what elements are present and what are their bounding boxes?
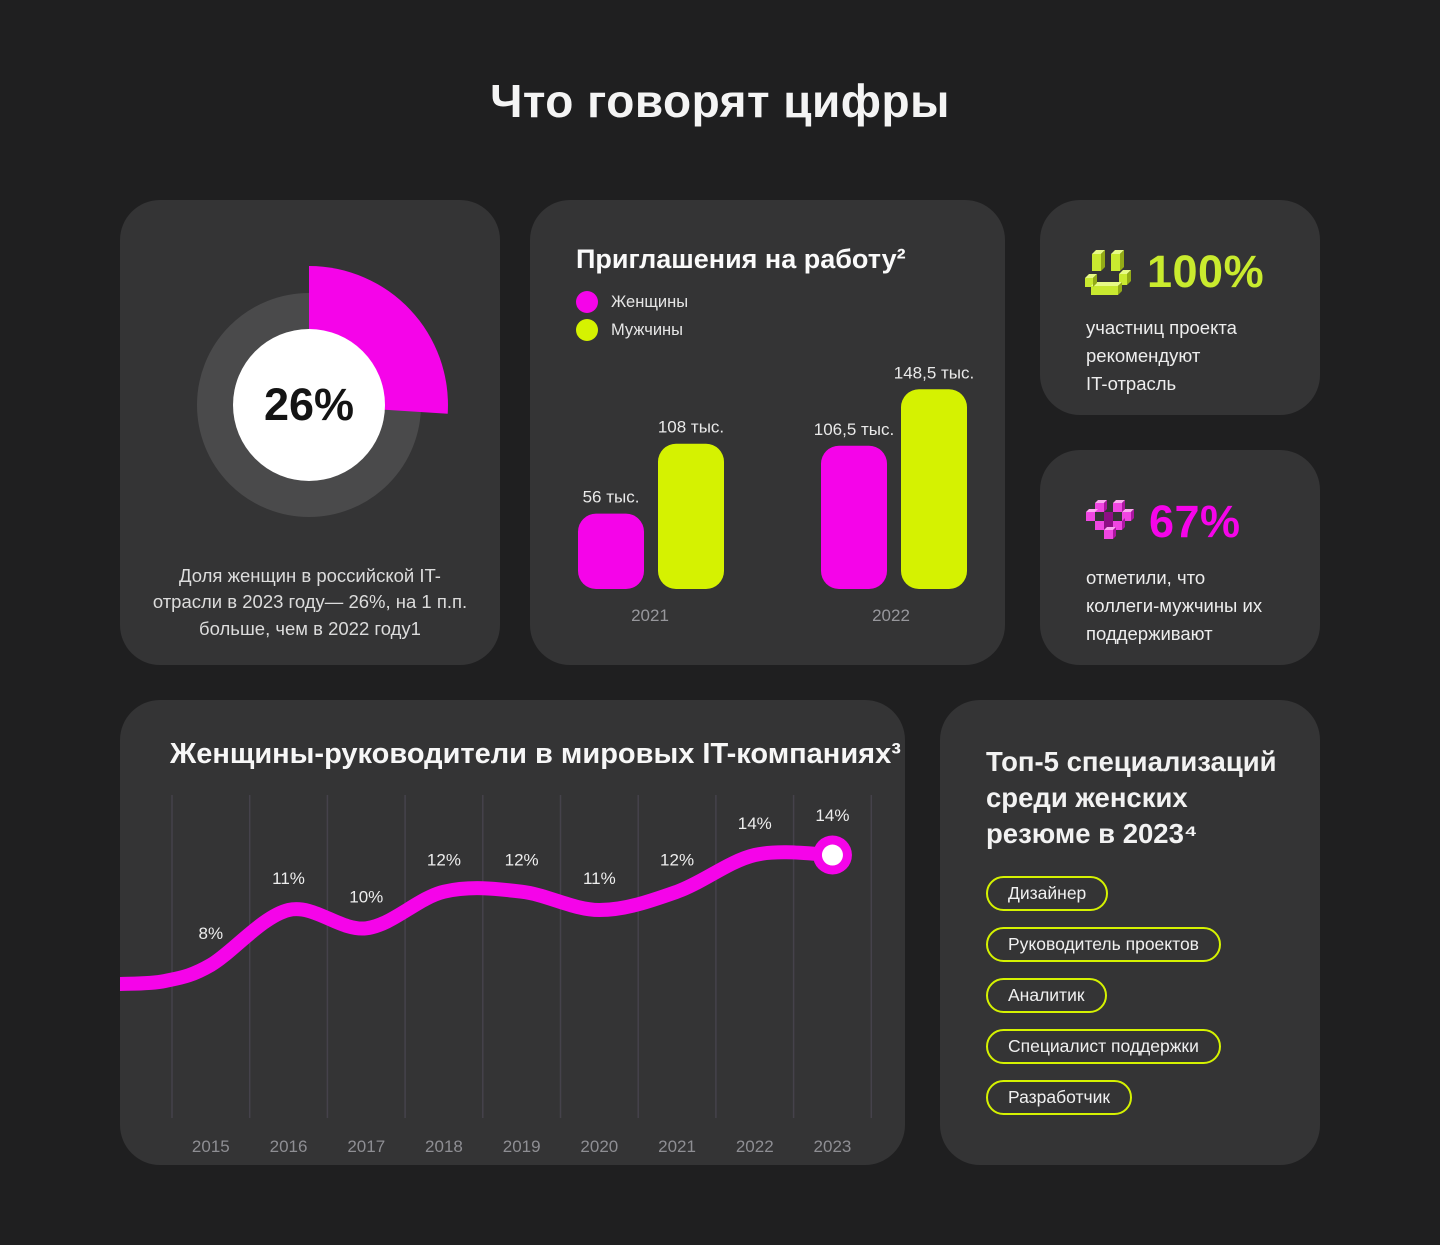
- invites-bar-chart: 56 тыс. 106,5 тыс. 108 тыс. 148,5 тыс. 2021 2…: [578, 363, 975, 625]
- text-line: резюме в 2023⁴: [986, 818, 1198, 849]
- svg-text:12%: 12%: [505, 851, 539, 870]
- specializations-list: Дизайнер Руководитель проектов Аналитик Спе…: [986, 876, 1221, 1115]
- svg-text:2023: 2023: [814, 1137, 852, 1156]
- text-line: Топ-5 специализаций: [986, 746, 1277, 777]
- stat-value-67: 67%: [1149, 496, 1241, 547]
- text-line: поддерживают: [1086, 623, 1213, 645]
- invites-title: Приглашения на работу²: [576, 244, 906, 274]
- svg-text:2018: 2018: [425, 1137, 463, 1156]
- text-line: рекомендуют: [1086, 345, 1201, 367]
- card-women-share: 26% Доля женщин в российской IT-отрасли …: [120, 200, 500, 665]
- svg-text:8%: 8%: [199, 924, 224, 943]
- svg-text:2015: 2015: [192, 1137, 230, 1156]
- leaders-line-chart: 8% 11% 10% 12% 12% 11% 12% 14% 14% 2015 2016 2017 20…: [120, 795, 873, 1156]
- text-line: отрасли в 2023 году— 26%, на 1 п.п.: [152, 591, 468, 613]
- top5-title: Топ-5 специализаций среди женских резюме в…: [986, 744, 1296, 852]
- page-title: Что говорят цифры: [490, 75, 950, 127]
- text-line: отметили, что: [1086, 567, 1206, 588]
- card-women-leaders: Женщины-руководители в мировых IT-компан…: [120, 700, 905, 1165]
- svg-text:11%: 11%: [272, 869, 305, 888]
- text-line: участниц проекта: [1086, 317, 1237, 338]
- pixel-smiley-icon: [1085, 250, 1131, 295]
- svg-text:56 тыс.: 56 тыс.: [583, 488, 640, 507]
- svg-text:2021: 2021: [658, 1137, 696, 1156]
- specialization-pill: Дизайнер: [986, 876, 1109, 911]
- svg-text:2022: 2022: [872, 606, 910, 625]
- text-line: IT-отрасль: [1086, 373, 1177, 395]
- text-line: Доля женщин в российской IT-: [179, 565, 441, 586]
- svg-text:2021: 2021: [631, 606, 669, 625]
- svg-text:2019: 2019: [503, 1137, 541, 1156]
- svg-text:106,5 тыс.: 106,5 тыс.: [814, 420, 895, 439]
- card-job-invites: Приглашения на работу² Женщины Мужчины 56…: [530, 200, 1005, 665]
- svg-text:14%: 14%: [738, 814, 772, 833]
- donut-description: Доля женщин в российской IT-отрасли в 20…: [140, 563, 480, 642]
- legend-dot: [576, 291, 598, 313]
- specialization-pill: Специалист поддержки: [986, 1029, 1221, 1064]
- specialization-pill: Аналитик: [986, 978, 1107, 1013]
- stat-67-text: отметили, что коллеги-мужчины их поддержив…: [1086, 564, 1301, 648]
- stat-value-100: 100%: [1147, 246, 1265, 297]
- legend-item: Мужчины: [576, 316, 688, 344]
- svg-text:108 тыс.: 108 тыс.: [658, 418, 724, 437]
- legend-item: Женщины: [576, 288, 688, 316]
- svg-text:14%: 14%: [815, 806, 849, 825]
- svg-text:2022: 2022: [736, 1137, 774, 1156]
- donut-center-label: 26%: [263, 379, 355, 430]
- card-top5-specializations: Топ-5 специализаций среди женских резюме в…: [940, 700, 1320, 1165]
- pixel-heart-icon: [1086, 500, 1134, 539]
- legend-label: Женщины: [611, 292, 689, 311]
- svg-text:11%: 11%: [583, 869, 616, 888]
- legend-label: Мужчины: [611, 320, 684, 339]
- text-line: коллеги-мужчины их: [1086, 595, 1263, 617]
- stat-100-text: участниц проекта рекомендуют IT-отрасль: [1086, 314, 1301, 398]
- donut-chart: [197, 266, 448, 517]
- text-line: больше, чем в 2022 году1: [199, 617, 421, 639]
- legend-dot: [576, 319, 598, 341]
- svg-text:2016: 2016: [270, 1137, 308, 1156]
- card-stat-67: 67% отметили, что коллеги-мужчины их подде…: [1040, 450, 1320, 665]
- bar-chart-legend: Женщины Мужчины: [576, 288, 688, 344]
- specialization-pill: Разработчик: [986, 1080, 1133, 1115]
- card-stat-100: 100% участниц проекта рекомендуют IT-отрас…: [1040, 200, 1320, 415]
- leaders-title: Женщины-руководители в мировых IT-компан…: [170, 738, 901, 770]
- specialization-pill: Руководитель проектов: [986, 927, 1221, 962]
- svg-text:2017: 2017: [347, 1137, 385, 1156]
- svg-text:10%: 10%: [349, 887, 383, 906]
- svg-text:12%: 12%: [660, 851, 694, 870]
- text-line: среди женских: [986, 782, 1188, 813]
- svg-text:2020: 2020: [580, 1137, 618, 1156]
- svg-text:12%: 12%: [427, 851, 461, 870]
- svg-text:148,5 тыс.: 148,5 тыс.: [894, 363, 975, 382]
